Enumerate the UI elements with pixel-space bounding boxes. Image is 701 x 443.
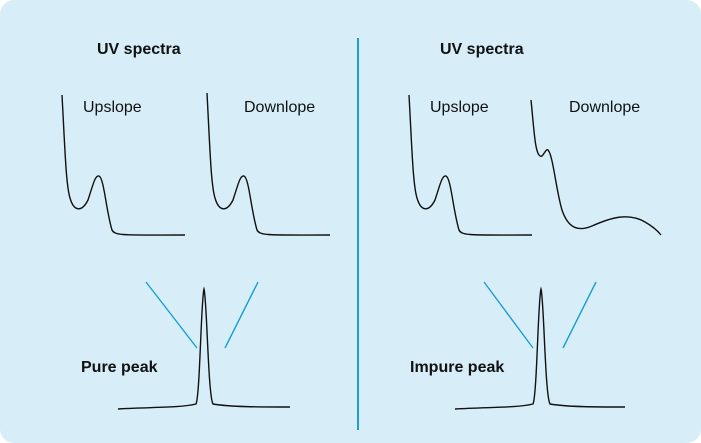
peak [117, 286, 291, 410]
upslope-spectrum [408, 94, 533, 236]
panel-title: UV spectra [97, 41, 181, 58]
upslope-spectrum [61, 94, 186, 236]
connector [224, 281, 259, 349]
downslope-spectrum [206, 92, 331, 236]
peak-label: Pure peak [81, 359, 158, 376]
panel-title: UV spectra [440, 41, 524, 58]
upslope-label: Upslope [83, 99, 142, 116]
downslope-spectrum [530, 99, 662, 236]
connector [483, 281, 534, 349]
connector [145, 281, 198, 349]
peak [454, 286, 626, 410]
connector [562, 281, 597, 349]
downslope-label: Downlope [244, 99, 315, 116]
downslope-label: Downlope [569, 99, 640, 116]
peak-label: Impure peak [410, 359, 504, 376]
upslope-label: Upslope [430, 99, 489, 116]
